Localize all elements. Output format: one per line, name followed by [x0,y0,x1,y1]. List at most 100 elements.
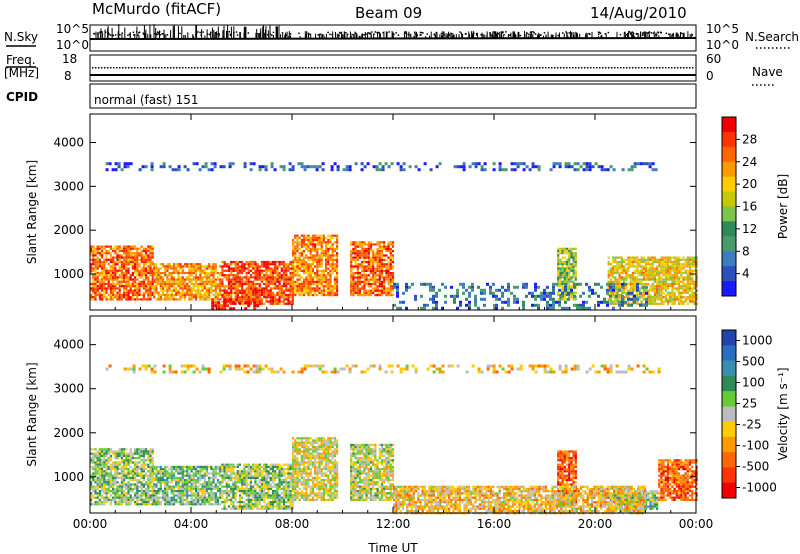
nsearch-mark [440,32,443,35]
colorbar-tick-label: 100 [742,376,765,390]
nsearch-mark [526,32,528,34]
nave-mark [521,67,523,69]
nsearch-mark [657,32,660,34]
colorbar-segment [722,131,736,148]
nsearch-mark [459,31,461,33]
nave-mark [191,67,193,69]
noise-mark [510,32,512,38]
noise-mark [453,35,455,38]
nave-mark [413,67,415,69]
colorbar-tick-label: 24 [742,155,757,169]
nave-mark [326,67,328,69]
nsearch-mark [448,33,450,35]
noise-mark [213,34,215,38]
nave-mark [503,67,505,69]
noise-mark [373,33,375,38]
nsearch-mark [632,32,635,35]
colorbar-tick-label: 500 [742,355,765,369]
nave-mark [440,67,442,69]
nave-mark [377,67,379,69]
noise-mark [144,33,146,38]
nsearch-mark [489,33,492,35]
noise-mark [507,34,509,38]
nsearch-mark [532,31,534,33]
nave-mark [461,67,463,69]
colorbar-segment [722,482,736,499]
noise-mark [529,33,531,38]
nave-mark [416,67,418,69]
nsearch-mark [267,34,269,36]
power-echo-region [607,256,698,305]
nsearch-mark [652,32,655,34]
nsearch-mark [228,31,231,33]
noise-mark [625,34,626,38]
nsearch-mark [604,33,607,35]
noise-mark [532,34,534,38]
nave-mark [689,67,691,69]
noise-mark [515,35,517,38]
noise-mark [526,31,528,38]
nsearch-mark [648,32,650,34]
nsearch-mark [351,33,353,36]
nave-mark [446,67,448,69]
noise-mark [442,31,444,38]
nsearch-mark [494,31,496,33]
nsearch-mark [509,34,511,36]
y-tick-label: 2000 [53,426,84,440]
nave-mark [311,67,313,69]
nsearch-mark [208,33,211,36]
nave-mark [608,67,610,69]
noise-mark [563,33,565,38]
colorbar-segment [722,467,736,484]
y-axis-label: Slant Range [km] [25,362,39,466]
nsearch-mark [413,31,416,33]
noise-mark [545,34,547,38]
noise-mark [165,34,167,38]
nave-mark [218,67,220,69]
noise-mark [226,30,227,38]
nsearch-mark [101,31,103,33]
nave-mark [332,67,334,69]
noise-mark [391,31,393,38]
noise-mark [367,32,369,38]
nsearch-mark [263,34,266,36]
noise-mark [566,32,568,38]
nsearch-mark [433,33,436,35]
nave-mark [611,67,613,69]
nsearch-mark [258,34,260,36]
velocity-echo-region [350,443,395,501]
nsky-trace [89,37,697,40]
noise-mark [149,25,151,38]
colorbar-tick-label: 12 [742,222,757,236]
nsearch-mark [641,34,644,36]
nsearch-mark [367,32,370,34]
noise-mark [392,32,394,38]
nsearch-mark [338,34,340,37]
noise-mark [217,26,219,38]
nsearch-mark [691,34,693,36]
noise-mark [280,34,282,38]
nsearch-mark [378,31,380,34]
nave-mark [617,67,619,69]
colorbar-segment [722,391,736,407]
nave-mark [287,67,289,69]
colorbar-segment [722,452,736,468]
noise-mark [689,34,691,38]
noise-mark [239,31,241,38]
noise-mark [550,34,552,38]
nave-mark [215,67,217,69]
noise-mark [349,31,351,38]
colorbar-segment [722,206,736,222]
noise-mark [627,32,629,38]
power-echo-region [557,247,577,301]
noise-mark [499,31,501,38]
station-title: McMurdo (fitACF) [92,0,221,18]
nsearch-mark [414,33,417,35]
noise-mark [455,33,457,38]
nave-mark [584,67,586,69]
nsearch-tick-bottom: 10^0 [706,38,739,52]
nave-mark [272,67,274,69]
x-tick-label: 20:00 [578,517,613,531]
nave-mark [239,67,241,69]
nave-mark [437,67,439,69]
